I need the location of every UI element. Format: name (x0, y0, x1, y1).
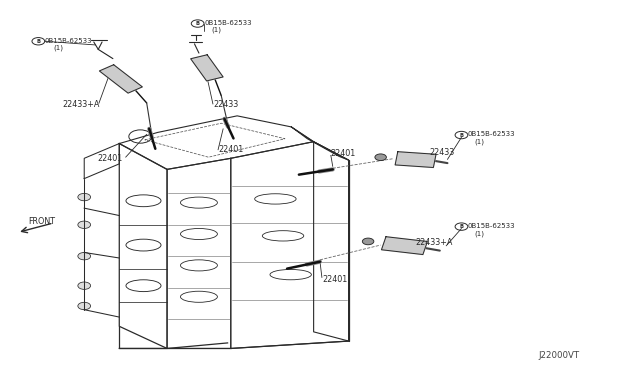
Text: B: B (460, 132, 463, 138)
Text: (1): (1) (474, 138, 484, 145)
Text: (1): (1) (212, 27, 221, 33)
Text: (1): (1) (474, 230, 484, 237)
Polygon shape (395, 152, 436, 167)
Text: 22401: 22401 (331, 149, 356, 158)
Text: B: B (196, 21, 200, 26)
Text: B: B (460, 224, 463, 229)
Text: (1): (1) (54, 45, 63, 51)
Text: 22433: 22433 (429, 148, 455, 157)
Text: FRONT: FRONT (28, 217, 55, 225)
Circle shape (375, 154, 387, 161)
Text: B: B (36, 39, 40, 44)
Circle shape (362, 238, 374, 245)
Polygon shape (99, 65, 142, 93)
Text: 22433: 22433 (213, 100, 238, 109)
Text: 0B15B-62533: 0B15B-62533 (468, 223, 515, 229)
Polygon shape (191, 55, 223, 81)
Text: 0B15B-62533: 0B15B-62533 (45, 38, 92, 44)
Text: 22401: 22401 (97, 154, 122, 163)
Text: 22401: 22401 (322, 275, 347, 283)
Circle shape (78, 302, 91, 310)
Polygon shape (381, 237, 428, 254)
Text: 22433+A: 22433+A (415, 238, 453, 247)
Text: 22433+A: 22433+A (62, 100, 99, 109)
Circle shape (78, 282, 91, 289)
Text: 22401: 22401 (218, 145, 243, 154)
Circle shape (78, 253, 91, 260)
Text: J22000VT: J22000VT (538, 350, 579, 360)
Circle shape (78, 221, 91, 228)
Circle shape (78, 193, 91, 201)
Text: 0B15B-62533: 0B15B-62533 (468, 131, 515, 137)
Text: 0B15B-62533: 0B15B-62533 (204, 20, 252, 26)
